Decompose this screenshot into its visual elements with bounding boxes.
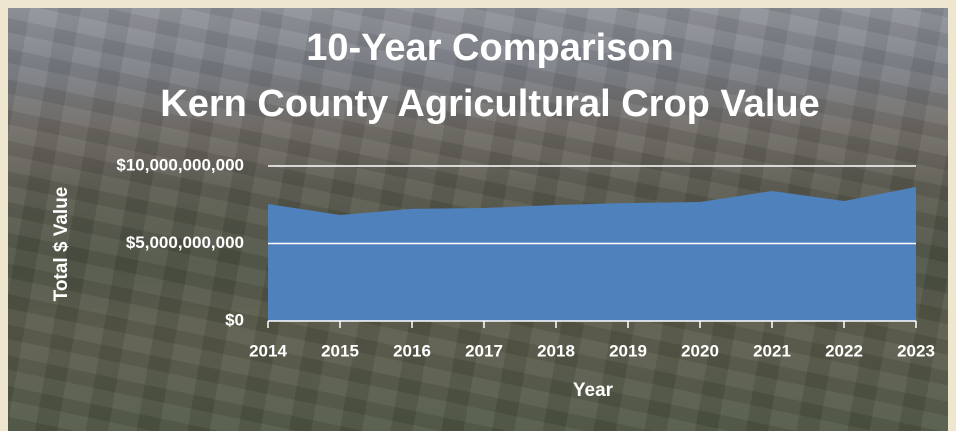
x-tick-label: 2022: [825, 341, 863, 360]
x-tick-label: 2015: [321, 341, 359, 360]
x-axis-title: Year: [573, 380, 614, 401]
x-tick-label: 2021: [753, 341, 791, 360]
chart-subtitle: Kern County Agricultural Crop Value: [160, 83, 819, 125]
x-tick-label: 2017: [465, 341, 503, 360]
x-tick-label: 2018: [537, 341, 575, 360]
y-tick-label: $10,000,000,000: [116, 155, 244, 174]
y-tick-label: $5,000,000,000: [126, 233, 244, 252]
chart-title: 10-Year Comparison: [306, 27, 673, 69]
x-tick-label: 2019: [609, 341, 647, 360]
x-tick-label: 2016: [393, 341, 431, 360]
x-tick-label: 2023: [897, 341, 935, 360]
y-tick-label: $0: [225, 310, 244, 329]
y-axis-title: Total $ Value: [51, 187, 72, 302]
x-tick-label: 2014: [249, 341, 287, 360]
area: [268, 186, 916, 321]
x-tick-label: 2020: [681, 341, 719, 360]
